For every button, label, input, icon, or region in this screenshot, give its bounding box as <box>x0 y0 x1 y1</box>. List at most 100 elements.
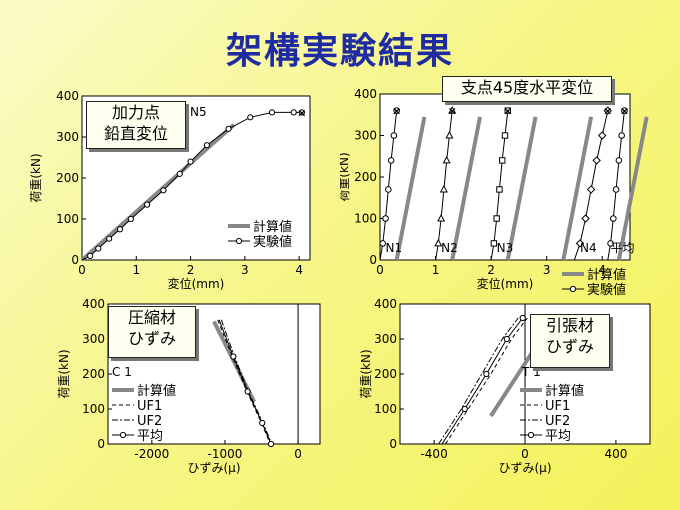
data-point <box>448 106 457 114</box>
data-point <box>106 235 113 242</box>
data-point <box>187 158 194 165</box>
data-point <box>618 132 625 139</box>
legend-marker <box>119 431 127 439</box>
data-point <box>483 370 490 378</box>
data-point <box>493 215 500 222</box>
data-point <box>225 125 232 132</box>
legend-label: 実験値 <box>253 234 292 250</box>
data-point <box>247 114 254 121</box>
y-tick-label: 0 <box>71 253 79 267</box>
data-point <box>298 109 305 116</box>
y-axis-label: 荷重(kN) <box>57 349 71 398</box>
y-tick-label: 100 <box>82 402 105 416</box>
data-point <box>607 240 614 247</box>
calc-line <box>561 116 594 261</box>
y-tick-label: 200 <box>354 170 377 184</box>
data-point <box>244 388 251 395</box>
x-axis-label: 変位(mm) <box>168 276 225 291</box>
group-label: 平均 <box>611 241 635 255</box>
y-tick-label: 200 <box>374 367 397 381</box>
chart-support-horizontal: 0 100 200 300 400 0 1 2 3 4 変位(mm) 荷重(kN) × × × × × N1 N2 N… <box>340 86 670 296</box>
x-tick-label: -1000 <box>208 447 243 461</box>
x-tick-label: 0 <box>78 263 86 277</box>
failure-marker: × <box>392 105 401 118</box>
chart-tag: C 1 <box>112 365 132 379</box>
x-axis-label: ひずみ(μ) <box>499 461 552 475</box>
legend-label: UF1 <box>137 399 162 414</box>
group-label: N2 <box>441 241 458 255</box>
data-point <box>499 157 506 164</box>
y-tick-label: 200 <box>82 367 105 381</box>
data-point <box>87 252 94 259</box>
legend-label: UF1 <box>545 399 570 414</box>
x-tick-label: 1 <box>432 263 440 277</box>
y-tick-label: 100 <box>374 402 397 416</box>
failure-marker: × <box>297 106 306 119</box>
data-point <box>259 419 266 427</box>
y-tick-label: 300 <box>354 129 377 143</box>
data-point <box>586 185 596 194</box>
failure-marker: × <box>503 105 512 118</box>
y-axis-label: 荷重(kN) <box>30 153 43 202</box>
data-point <box>390 132 398 139</box>
series-line-2 <box>438 317 519 445</box>
data-point <box>603 106 612 115</box>
data-point <box>503 335 510 343</box>
x-tick-label: 0 <box>294 447 302 461</box>
label-compression-strain: 圧縮材 ひずみ <box>108 306 196 358</box>
data-point <box>581 214 590 223</box>
label-load-point-vertical: 加力点 鉛直変位 <box>86 101 186 149</box>
data-point <box>382 215 389 222</box>
data-point <box>387 157 395 164</box>
y-tick-label: 300 <box>56 130 79 144</box>
data-point <box>504 107 511 114</box>
data-point <box>442 155 451 164</box>
data-point <box>439 184 448 193</box>
x-tick-label: 400 <box>604 447 627 461</box>
x-tick-label: -400 <box>420 447 447 461</box>
y-tick-label: 400 <box>82 297 105 311</box>
data-point <box>385 186 392 193</box>
y-axis-label: 荷重(kN) <box>359 349 373 398</box>
data-point <box>496 186 503 193</box>
label-support-horizontal: 支点45度水平変位 <box>442 76 612 102</box>
group-label: N1 <box>386 241 403 255</box>
data-point <box>461 405 468 413</box>
data-point <box>144 201 151 208</box>
data-point <box>490 240 498 247</box>
data-point <box>230 353 237 360</box>
x-axis-label: 変位(mm) <box>477 276 534 291</box>
chart-tension-strain: 0 100 200 300 400 -400 0 400 ひずみ(μ) 荷重(kN) T 1 計算値 U… <box>350 294 670 494</box>
legend-label: 計算値 <box>545 383 584 399</box>
x-tick-label: 3 <box>543 263 551 277</box>
legend-label: UF2 <box>545 414 570 429</box>
x-tick-label: 4 <box>598 263 606 277</box>
y-tick-label: 0 <box>97 437 105 451</box>
x-tick-label: 2 <box>187 263 195 277</box>
y-tick-label: 400 <box>56 89 79 103</box>
legend-label: 実験値 <box>587 282 626 296</box>
data-point <box>116 226 124 233</box>
chart-load-point-vertical: 0 100 200 300 400 0 1 2 3 4 変位(mm) 荷重(kN) × N5 計算値 実験値 <box>30 86 325 296</box>
data-point <box>615 157 623 164</box>
data-point <box>501 132 509 139</box>
data-point <box>290 109 297 116</box>
calc-line <box>616 116 649 261</box>
data-point <box>127 215 134 223</box>
data-point <box>592 156 601 165</box>
y-axis-label: 荷重(kN) <box>340 152 351 201</box>
label-tension-strain: 引張材 ひずみ <box>530 314 610 368</box>
y-tick-label: 200 <box>56 171 79 185</box>
x-axis-label: ひずみ(μ) <box>188 461 241 475</box>
data-point <box>379 240 387 247</box>
legend-label: 計算値 <box>137 383 176 399</box>
legend-label: 平均 <box>137 429 163 444</box>
y-tick-label: 400 <box>374 297 397 311</box>
y-tick-label: 300 <box>82 332 105 346</box>
y-tick-label: 0 <box>369 253 377 267</box>
x-tick-label: 3 <box>241 263 249 277</box>
data-point <box>203 142 210 149</box>
group-label: N3 <box>497 241 514 255</box>
